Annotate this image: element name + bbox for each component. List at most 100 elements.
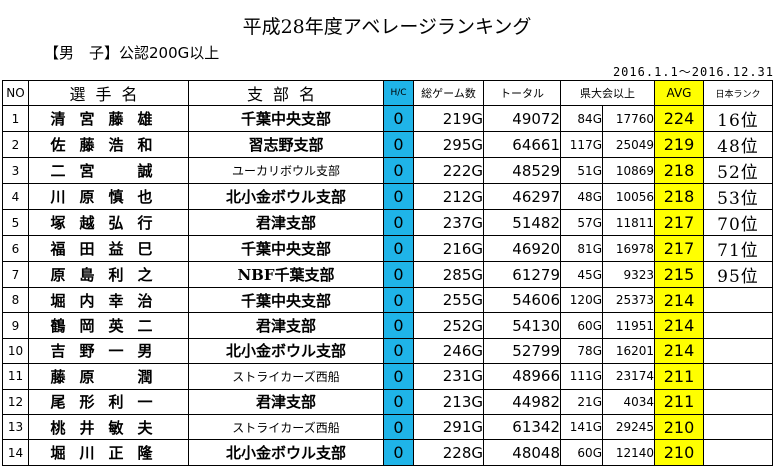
cell-average: 211 (654, 363, 704, 390)
cell-total-games: 295G (413, 131, 484, 158)
cell-total-pins: 52799 (483, 337, 561, 365)
cell-player-name: 佐藤浩和 (28, 131, 189, 158)
cell-pref-total: 11811 (602, 209, 655, 236)
cell-total-games: 212G (413, 183, 484, 210)
cell-branch: 千葉中央支部 (188, 105, 384, 132)
cell-player-name: 桃井敏夫 (28, 413, 189, 441)
cell-player-name: 二宮 誠 (28, 157, 189, 184)
cell-japan-rank (703, 286, 773, 314)
period-range: 2016.1.1～2016.12.31 (612, 65, 774, 79)
cell-player-name: 鶴岡英二 (28, 312, 189, 339)
cell-total-games: 219G (413, 105, 484, 132)
cell-total-games: 237G (413, 209, 484, 236)
cell-pref-games: 81G (560, 235, 603, 262)
cell-handicap: 0 (383, 183, 414, 210)
cell-pref-total: 16201 (602, 337, 655, 365)
cell-japan-rank (703, 312, 773, 339)
cell-japan-rank (703, 388, 773, 415)
cell-branch: ストライカーズ西船 (188, 363, 384, 390)
cell-total-pins: 48048 (483, 439, 561, 466)
table-row: 5 塚越弘行 君津支部 0 237G 51482 57G 11811 217 70位 (2, 209, 773, 236)
cell-pref-games: 51G (560, 157, 603, 184)
cell-branch: 君津支部 (188, 388, 384, 415)
cell-pref-games: 57G (560, 209, 603, 236)
cell-handicap: 0 (383, 209, 414, 236)
cell-total-pins: 51482 (483, 209, 561, 236)
cell-total-pins: 48529 (483, 157, 561, 184)
cell-japan-rank: 48位 (703, 131, 773, 158)
cell-no: 2 (2, 131, 29, 158)
cell-japan-rank: 53位 (703, 183, 773, 210)
category-subtitle: 【男 子】公認200G以上 (44, 44, 220, 62)
cell-branch: ユーカリボウル支部 (188, 157, 384, 184)
cell-total-games: 252G (413, 312, 484, 339)
cell-average: 210 (654, 439, 704, 466)
cell-total-pins: 46297 (483, 183, 561, 210)
cell-total-games: 228G (413, 439, 484, 466)
cell-no: 5 (2, 209, 29, 236)
cell-pref-games: 141G (560, 413, 603, 441)
cell-pref-total: 29245 (602, 413, 655, 441)
cell-total-pins: 46920 (483, 235, 561, 262)
cell-handicap: 0 (383, 363, 414, 390)
cell-japan-rank: 16位 (703, 105, 773, 132)
cell-pref-games: 111G (560, 363, 603, 390)
cell-average: 214 (654, 286, 704, 314)
cell-average: 214 (654, 312, 704, 339)
cell-average: 215 (654, 261, 704, 288)
cell-handicap: 0 (383, 235, 414, 262)
cell-pref-total: 10056 (602, 183, 655, 210)
cell-pref-total: 11951 (602, 312, 655, 339)
table-row: 6 福田益巳 千葉中央支部 0 216G 46920 81G 16978 217 71位 (2, 235, 773, 262)
cell-no: 8 (2, 286, 29, 314)
cell-total-pins: 61279 (483, 261, 561, 288)
cell-pref-games: 84G (560, 105, 603, 132)
cell-player-name: 塚越弘行 (28, 209, 189, 236)
cell-total-games: 291G (413, 413, 484, 441)
cell-pref-total: 12140 (602, 439, 655, 466)
table-row: 8 堀内幸治 千葉中央支部 0 255G 54606 120G 25373 214 (2, 286, 773, 314)
cell-total-games: 255G (413, 286, 484, 314)
cell-average: 219 (654, 131, 704, 158)
cell-total-games: 216G (413, 235, 484, 262)
cell-handicap: 0 (383, 105, 414, 132)
cell-branch: 習志野支部 (188, 131, 384, 158)
col-header-pref: 県大会以上 (560, 80, 655, 106)
cell-branch: 北小金ボウル支部 (188, 183, 384, 210)
cell-pref-games: 60G (560, 439, 603, 466)
cell-total-pins: 49072 (483, 105, 561, 132)
col-header-branch: 支部名 (188, 80, 384, 106)
table-row: 11 藤原 潤ストライカーズ西船 0 231G 48966 111G 23174 211 (2, 363, 773, 390)
cell-handicap: 0 (383, 413, 414, 441)
cell-average: 224 (654, 105, 704, 132)
cell-japan-rank (703, 439, 773, 466)
cell-handicap: 0 (383, 439, 414, 466)
cell-average: 218 (654, 157, 704, 184)
cell-average: 214 (654, 337, 704, 365)
cell-total-games: 285G (413, 261, 484, 288)
cell-pref-total: 23174 (602, 363, 655, 390)
cell-average: 217 (654, 235, 704, 262)
cell-branch: ストライカーズ西船 (188, 413, 384, 441)
table-row: 14 堀川正隆 北小金ボウル支部 0 228G 48048 60G 12140 210 (2, 439, 773, 466)
cell-player-name: 清宮藤雄 (28, 105, 189, 132)
cell-pref-games: 48G (560, 183, 603, 210)
cell-japan-rank (703, 363, 773, 390)
cell-player-name: 藤原 潤 (28, 363, 189, 390)
table-row: 4 川原慎也 北小金ボウル支部 0 212G 46297 48G 10056 218 53位 (2, 183, 773, 210)
cell-no: 11 (2, 363, 29, 390)
cell-total-pins: 54606 (483, 286, 561, 314)
cell-pref-games: 78G (560, 337, 603, 365)
cell-pref-total: 17760 (602, 105, 655, 132)
ranking-rows: 1 清宮藤雄 千葉中央支部 0 219G 49072 84G 17760 224 16位 2 佐藤浩和… (2, 105, 773, 466)
cell-player-name: 吉野一男 (28, 337, 189, 365)
table-row: 7 原島利之 NBF千葉支部 0 285G 61279 45G 9323 215 95位 (2, 261, 773, 288)
cell-total-pins: 54130 (483, 312, 561, 339)
cell-branch: NBF千葉支部 (188, 261, 384, 288)
cell-no: 7 (2, 261, 29, 288)
cell-pref-games: 21G (560, 388, 603, 415)
cell-branch: 北小金ボウル支部 (188, 337, 384, 365)
cell-average: 218 (654, 183, 704, 210)
header-row: NO 選手名 支部名 H/C 総ゲーム数 トータル 県大会以上 AVG 日本ラン… (2, 80, 773, 106)
cell-total-pins: 64661 (483, 131, 561, 158)
